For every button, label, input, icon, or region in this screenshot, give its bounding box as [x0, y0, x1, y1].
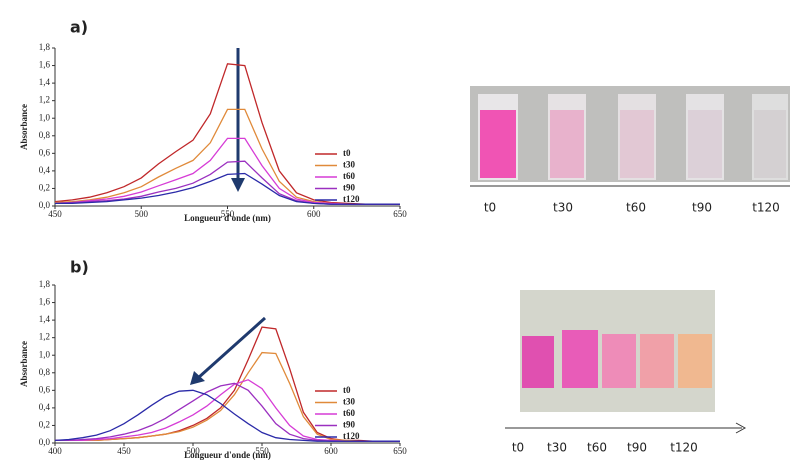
photo-label: t120	[752, 201, 780, 215]
legend-label: t120	[343, 194, 360, 204]
y-tick-label: 1,8	[39, 42, 51, 52]
legend-label: t60	[343, 171, 355, 181]
y-tick-label: 0,8	[39, 130, 51, 140]
y-tick-label: 0,2	[39, 420, 50, 430]
y-tick-label: 1,4	[39, 77, 51, 87]
x-tick-label: 450	[117, 446, 131, 456]
y-tick-label: 0,6	[39, 384, 51, 394]
photo-label: t90	[692, 201, 712, 215]
y-axis-title: Absorbance	[19, 104, 29, 150]
photo-label: t0	[512, 441, 524, 455]
x-tick-label: 500	[135, 209, 149, 219]
y-tick-label: 0,4	[39, 165, 51, 175]
legend-label: t0	[343, 148, 351, 158]
y-tick-label: 0,2	[39, 183, 50, 193]
y-tick-label: 1,0	[39, 349, 51, 359]
y-tick-label: 1,6	[39, 60, 51, 70]
y-tick-label: 1,2	[39, 332, 50, 342]
y-tick-label: 1,2	[39, 95, 50, 105]
photo-b	[505, 290, 745, 433]
legend-label: t30	[343, 160, 355, 170]
photo-label: t0	[484, 201, 496, 215]
photo-label: t60	[626, 201, 646, 215]
panel-label: a)	[70, 18, 88, 37]
legend-label: t0	[343, 385, 351, 395]
x-tick-label: 600	[324, 446, 338, 456]
y-tick-label: 1,8	[39, 279, 51, 289]
photo-label: t30	[553, 201, 573, 215]
photo-a	[470, 86, 790, 186]
legend-label: t90	[343, 183, 355, 193]
y-tick-label: 1,4	[39, 314, 51, 324]
legend-label: t60	[343, 408, 355, 418]
x-tick-label: 600	[307, 209, 321, 219]
arrow-b	[190, 318, 265, 385]
legend-label: t120	[343, 431, 360, 441]
x-axis-title: Longueur d'onde (nm)	[184, 213, 271, 223]
figure: a)0,00,20,40,60,81,01,21,41,61,845050055…	[0, 0, 791, 466]
x-tick-label: 650	[393, 446, 407, 456]
y-tick-label: 0,4	[39, 402, 51, 412]
arrow-a	[231, 48, 245, 192]
photo-label: t120	[670, 441, 698, 455]
legend-label: t30	[343, 397, 355, 407]
x-tick-label: 650	[393, 209, 407, 219]
y-tick-label: 1,6	[39, 297, 51, 307]
photo-label: t90	[627, 441, 647, 455]
photo-label: t60	[587, 441, 607, 455]
y-axis-title: Absorbance	[19, 341, 29, 387]
x-tick-label: 400	[48, 446, 62, 456]
photo-label: t30	[547, 441, 567, 455]
y-tick-label: 0,8	[39, 367, 51, 377]
panel-label: b)	[70, 258, 89, 277]
x-tick-label: 450	[48, 209, 62, 219]
y-tick-label: 1,0	[39, 112, 51, 122]
x-axis-title: Longueur d'onde (nm)	[184, 450, 271, 460]
y-tick-label: 0,6	[39, 147, 51, 157]
legend-label: t90	[343, 420, 355, 430]
